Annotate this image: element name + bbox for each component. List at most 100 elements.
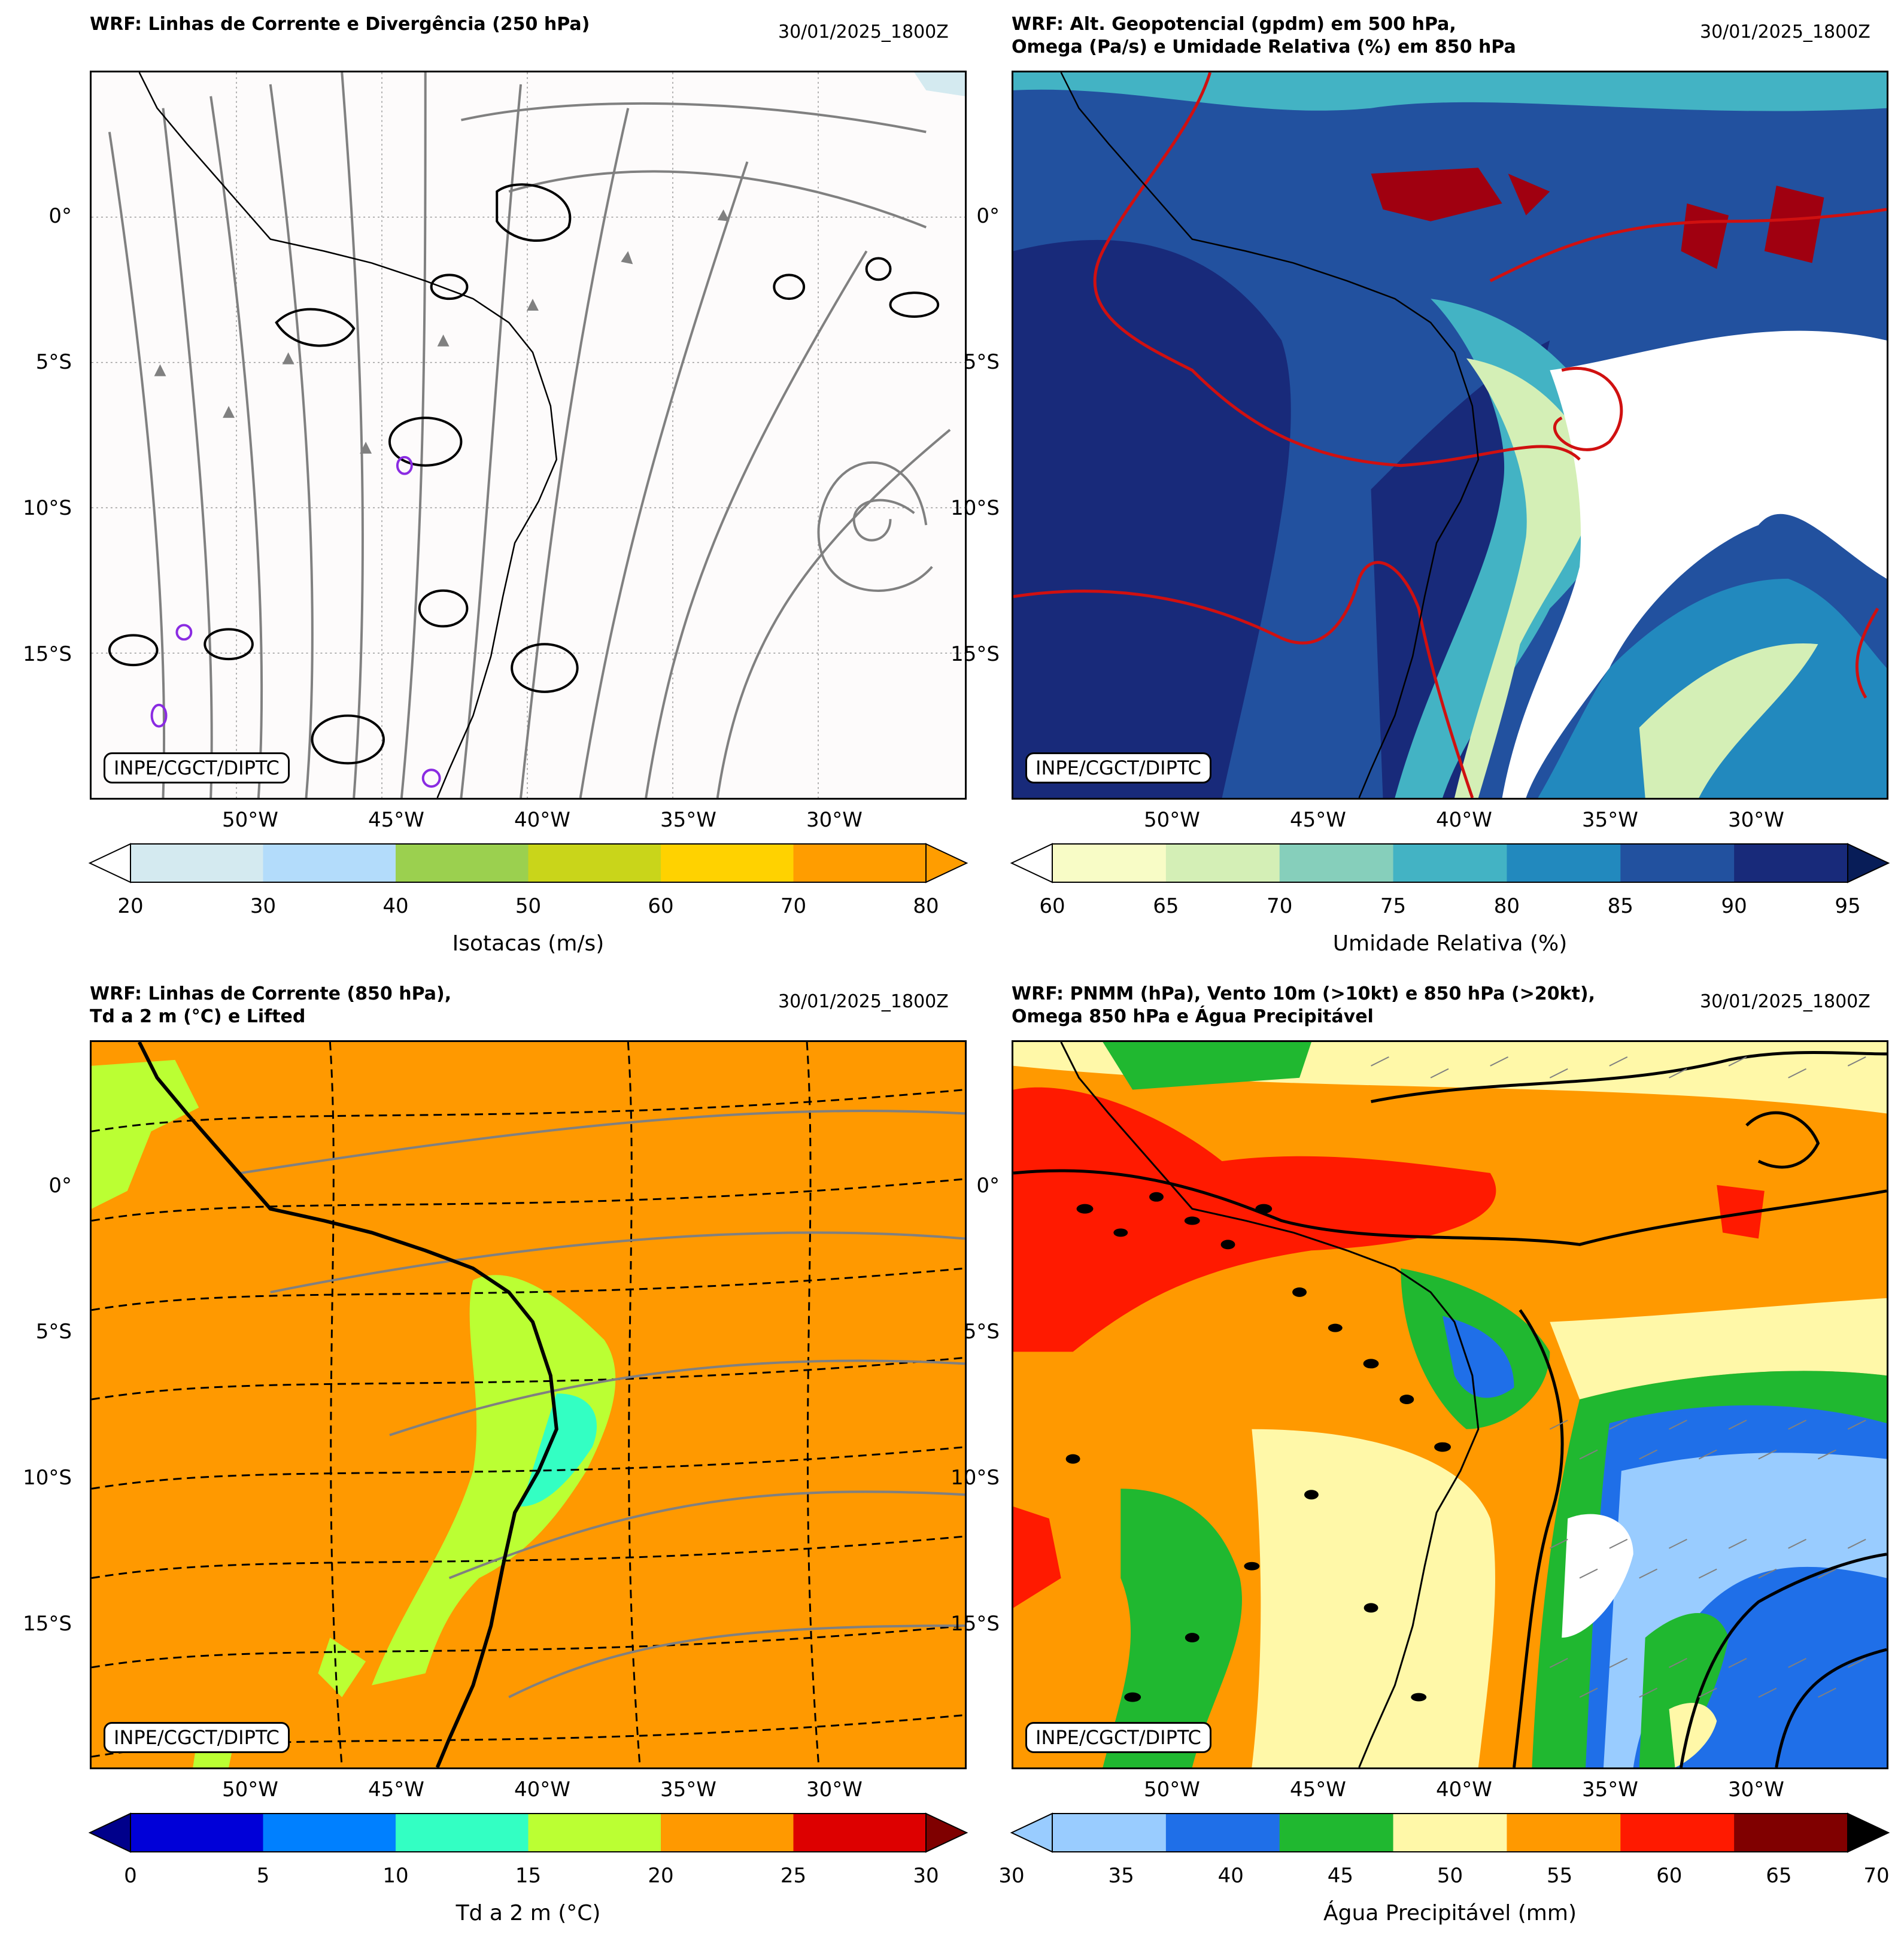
colorbar-segment (1620, 1814, 1735, 1852)
colorbar-segment (793, 1814, 927, 1852)
longitude-label: 50°W (222, 1778, 278, 1802)
panel-geopotential-omega-rh: WRF: Alt. Geopotencial (gpdm) em 500 hPa… (922, 0, 1890, 958)
colorbar-tick-label: 95 (1835, 894, 1861, 918)
longitude-label: 45°W (1290, 1778, 1346, 1802)
colorbar-tick-label: 60 (1656, 1864, 1683, 1888)
colorbar-tick-label: 90 (1721, 894, 1747, 918)
longitude-label: 35°W (660, 1778, 716, 1802)
longitude-label: 40°W (514, 1778, 570, 1802)
colorbar-under-extension (88, 1812, 131, 1853)
colorbar-tick-label: 5 (256, 1864, 270, 1888)
colorbar-tick-label: 30 (913, 1864, 939, 1888)
longitude-label: 45°W (368, 808, 424, 832)
colorbar-ticks: 30 35 40 45 50 55 60 65 70 (998, 1864, 1890, 1888)
colorbar-under-extension (88, 843, 131, 883)
latitude-label: 0° (976, 204, 1000, 228)
colorbar-tick-label: 70 (1267, 894, 1293, 918)
colorbar-segment (793, 844, 927, 882)
colorbar-tick-label: 0 (124, 1864, 137, 1888)
colorbar-label: Isotacas (m/s) (452, 931, 605, 956)
colorbar-tick-label: 70 (780, 894, 807, 918)
longitude-label: 30°W (806, 808, 863, 832)
colorbar-segment (1734, 844, 1848, 882)
latitude-label: 15°S (23, 1612, 72, 1636)
colorbar-segment (1052, 844, 1167, 882)
colorbar-tick-label: 50 (1437, 1864, 1463, 1888)
colorbar-tick-label: 35 (1108, 1864, 1134, 1888)
colorbar-segment (263, 844, 396, 882)
latitude-label: 15°S (951, 642, 1000, 666)
colorbar-segment (1393, 1814, 1507, 1852)
colorbar-segment (528, 844, 661, 882)
latitude-label: 0° (48, 1174, 72, 1198)
longitude-label: 45°W (368, 1778, 424, 1802)
colorbar-ticks: 20 30 40 50 60 70 80 (90, 894, 967, 918)
latitude-label: 5°S (963, 350, 1000, 374)
colorbar-segment (661, 1814, 794, 1852)
colorbar-tick-label: 85 (1607, 894, 1633, 918)
colorbar-ticks: 0 5 10 15 20 25 30 (90, 1864, 967, 1888)
longitude-label: 35°W (1582, 1778, 1638, 1802)
colorbar-tick-label: 65 (1153, 894, 1179, 918)
colorbar-border (1052, 1813, 1848, 1852)
colorbar-tick-label: 30 (998, 1864, 1025, 1888)
colorbar-segment (1507, 1814, 1621, 1852)
colorbar-tick-label: 70 (1863, 1864, 1890, 1888)
panel-title: WRF: Alt. Geopotencial (gpdm) em 500 hPa… (1012, 14, 1516, 57)
latitude-label: 0° (976, 1174, 1000, 1198)
colorbar-tick-label: 65 (1766, 1864, 1792, 1888)
colorbar-under-extension (1010, 843, 1053, 883)
map-area[interactable]: INPE/CGCT/DIPTC (1012, 1040, 1888, 1769)
map-area[interactable]: INPE/CGCT/DIPTC (90, 1040, 967, 1769)
colorbar-over-extension (1847, 843, 1890, 883)
map-area[interactable]: INPE/CGCT/DIPTC (90, 71, 967, 800)
colorbar-tick-label: 20 (117, 894, 144, 918)
colorbar-border (1052, 843, 1848, 883)
panel-streamlines-850hpa-td-lifted: WRF: Linhas de Corrente (850 hPa), Td a … (0, 970, 968, 1927)
colorbar-tick-label: 55 (1546, 1864, 1573, 1888)
colorbar (1010, 843, 1890, 883)
latitude-label: 5°S (963, 1320, 1000, 1344)
longitude-label: 30°W (806, 1778, 863, 1802)
credit-label: INPE/CGCT/DIPTC (104, 752, 290, 783)
colorbar-over-extension (1847, 1812, 1890, 1853)
longitude-label: 40°W (514, 808, 570, 832)
longitude-label: 45°W (1290, 808, 1346, 832)
panel-timestamp: 30/01/2025_1800Z (778, 991, 949, 1012)
colorbar-tick-label: 20 (648, 1864, 674, 1888)
colorbar-segment (1620, 844, 1735, 882)
latitude-label: 10°S (23, 1466, 72, 1490)
colorbar-segment (130, 1814, 263, 1852)
latitude-label: 0° (48, 204, 72, 228)
colorbar-label: Umidade Relativa (%) (1332, 931, 1568, 956)
colorbar-tick-label: 80 (913, 894, 939, 918)
longitude-label: 50°W (222, 808, 278, 832)
colorbar-segment (1165, 844, 1280, 882)
longitude-label: 35°W (660, 808, 716, 832)
colorbar-tick-label: 60 (1039, 894, 1065, 918)
longitude-label: 50°W (1144, 808, 1200, 832)
credit-label: INPE/CGCT/DIPTC (104, 1722, 290, 1753)
panel-title: WRF: Linhas de Corrente e Divergência (2… (90, 14, 590, 35)
credit-label: INPE/CGCT/DIPTC (1025, 752, 1211, 783)
colorbar-segment (528, 1814, 661, 1852)
colorbar-segment (1165, 1814, 1280, 1852)
colorbar-segment (1279, 1814, 1394, 1852)
map-area[interactable]: INPE/CGCT/DIPTC (1012, 71, 1888, 800)
colorbar-under-extension (1010, 1812, 1053, 1853)
longitude-label: 30°W (1728, 808, 1784, 832)
latitude-label: 10°S (951, 1466, 1000, 1490)
colorbar-tick-label: 50 (515, 894, 542, 918)
panel-title: WRF: Linhas de Corrente (850 hPa), Td a … (90, 983, 452, 1027)
colorbar (1010, 1812, 1890, 1853)
panel-timestamp: 30/01/2025_1800Z (1700, 991, 1870, 1012)
credit-label: INPE/CGCT/DIPTC (1025, 1722, 1211, 1753)
colorbar-label: Td a 2 m (°C) (455, 1901, 601, 1925)
longitude-label: 35°W (1582, 808, 1638, 832)
colorbar-tick-label: 25 (780, 1864, 807, 1888)
panel-timestamp: 30/01/2025_1800Z (1700, 22, 1870, 42)
colorbar-tick-label: 75 (1380, 894, 1407, 918)
longitude-label: 30°W (1728, 1778, 1784, 1802)
panel-title: WRF: PNMM (hPa), Vento 10m (>10kt) e 850… (1012, 983, 1596, 1027)
colorbar-tick-label: 30 (250, 894, 277, 918)
